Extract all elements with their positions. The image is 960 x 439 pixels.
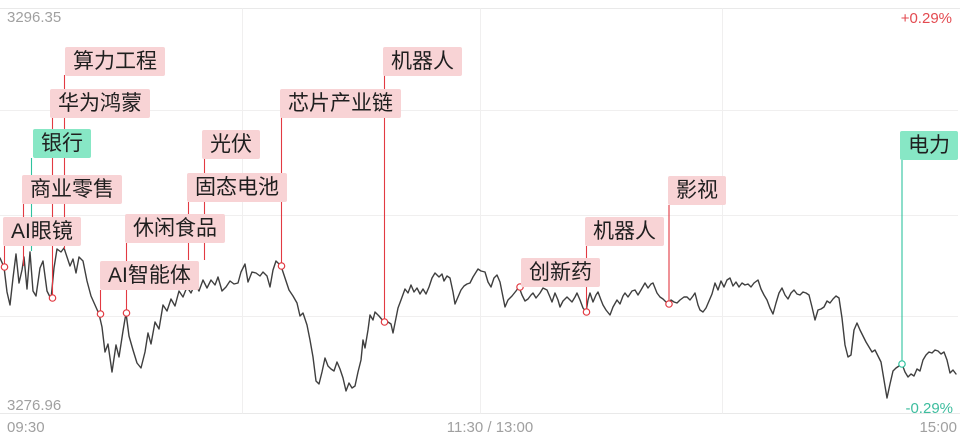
sector-badge[interactable]: 华为鸿蒙 bbox=[50, 89, 150, 118]
sector-badge[interactable]: 光伏 bbox=[202, 130, 260, 159]
sector-badge[interactable]: 机器人 bbox=[585, 217, 664, 246]
sector-badge[interactable]: 休闲食品 bbox=[125, 214, 225, 243]
sector-badge[interactable]: 影视 bbox=[668, 176, 726, 205]
callout-marker[interactable] bbox=[0, 263, 9, 271]
day-low-value: 3276.96 bbox=[7, 397, 62, 414]
sector-badge[interactable]: 机器人 bbox=[383, 47, 462, 76]
day-high-value: 3296.35 bbox=[7, 9, 62, 26]
min-change-percent: -0.29% bbox=[905, 400, 953, 417]
callout-marker[interactable] bbox=[277, 262, 286, 270]
price-curve bbox=[0, 247, 957, 399]
sector-badge[interactable]: 创新药 bbox=[521, 258, 600, 287]
callout-marker[interactable] bbox=[582, 308, 591, 316]
sector-badge[interactable]: 银行 bbox=[33, 129, 91, 158]
sector-badge[interactable]: 电力 bbox=[900, 131, 958, 160]
sector-badge[interactable]: AI眼镜 bbox=[3, 217, 81, 246]
x-tick-midday: 11:30 / 13:00 bbox=[446, 419, 534, 436]
sector-badge[interactable]: AI智能体 bbox=[100, 261, 199, 290]
callout-marker[interactable] bbox=[380, 318, 389, 326]
x-tick-close: 15:00 bbox=[919, 419, 957, 436]
x-tick-open: 09:30 bbox=[7, 419, 45, 436]
sector-badge[interactable]: 固态电池 bbox=[187, 173, 287, 202]
callout-marker[interactable] bbox=[96, 310, 105, 318]
max-change-percent: +0.29% bbox=[900, 10, 952, 27]
callout-marker[interactable] bbox=[665, 300, 673, 308]
sector-badge[interactable]: 商业零售 bbox=[22, 175, 122, 204]
callout-marker[interactable] bbox=[48, 294, 57, 302]
callout-marker[interactable] bbox=[122, 309, 131, 317]
sector-badge[interactable]: 算力工程 bbox=[65, 47, 165, 76]
callout-marker[interactable] bbox=[898, 360, 906, 368]
sector-badge[interactable]: 芯片产业链 bbox=[280, 89, 401, 118]
